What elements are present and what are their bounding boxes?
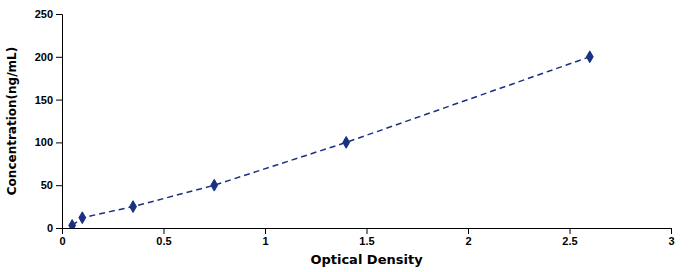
y-axis: 0 50 100 150 200 250 [35,8,63,234]
marker [586,51,593,63]
chart: 0 0.5 1 1.5 2 2.5 3 0 50 100 150 200 250 Optical Dens… [0,0,689,272]
line [72,57,590,226]
tick-mark [164,228,165,234]
marker [130,201,137,213]
tick: 2 [465,228,471,247]
marker [343,137,350,149]
marker [211,179,218,191]
tick-mark [56,142,62,143]
tick: 100 [35,136,62,148]
tick-mark [671,228,672,234]
tick-mark [56,100,62,101]
tick-label: 2.5 [562,235,577,247]
tick: 3 [668,228,674,247]
tick-label: 250 [35,8,53,20]
tick-label: 0 [47,222,53,234]
tick-label: 0 [59,235,65,247]
plot: 0 0.5 1 1.5 2 2.5 3 0 50 100 150 200 250 [35,8,675,247]
tick: 200 [35,51,62,63]
axis-line [63,229,672,235]
marker [79,212,86,224]
tick: 50 [41,179,62,191]
tick: 0 [47,222,62,234]
tick: 0 [59,228,65,247]
tick-mark [468,228,469,234]
tick: 150 [35,94,62,106]
tick-mark [56,14,62,15]
tick-mark [56,185,62,186]
x-axis: 0 0.5 1 1.5 2 2.5 3 [59,228,674,247]
tick: 1.5 [359,228,374,247]
tick-label: 100 [35,136,53,148]
marker [69,220,76,228]
tick-label: 3 [668,235,674,247]
tick-mark [56,57,62,58]
tick-mark [570,228,571,234]
tick-label: 2 [465,235,471,247]
tick: 1 [262,228,268,247]
tick: 250 [35,8,62,20]
x-axis-title: Optical Density [310,252,423,267]
tick: 0.5 [156,228,171,247]
y-axis-title: Concentration(ng/mL) [5,47,19,195]
tick-label: 200 [35,51,53,63]
tick-label: 50 [41,179,53,191]
tick: 2.5 [562,228,577,247]
tick-mark [56,228,62,229]
tick-label: 0.5 [156,235,171,247]
axis-line [56,15,63,229]
tick-label: 1 [262,235,268,247]
series [69,51,593,228]
tick-mark [367,228,368,234]
tick-label: 1.5 [359,235,374,247]
tick-label: 150 [35,94,53,106]
tick-mark [265,228,266,234]
